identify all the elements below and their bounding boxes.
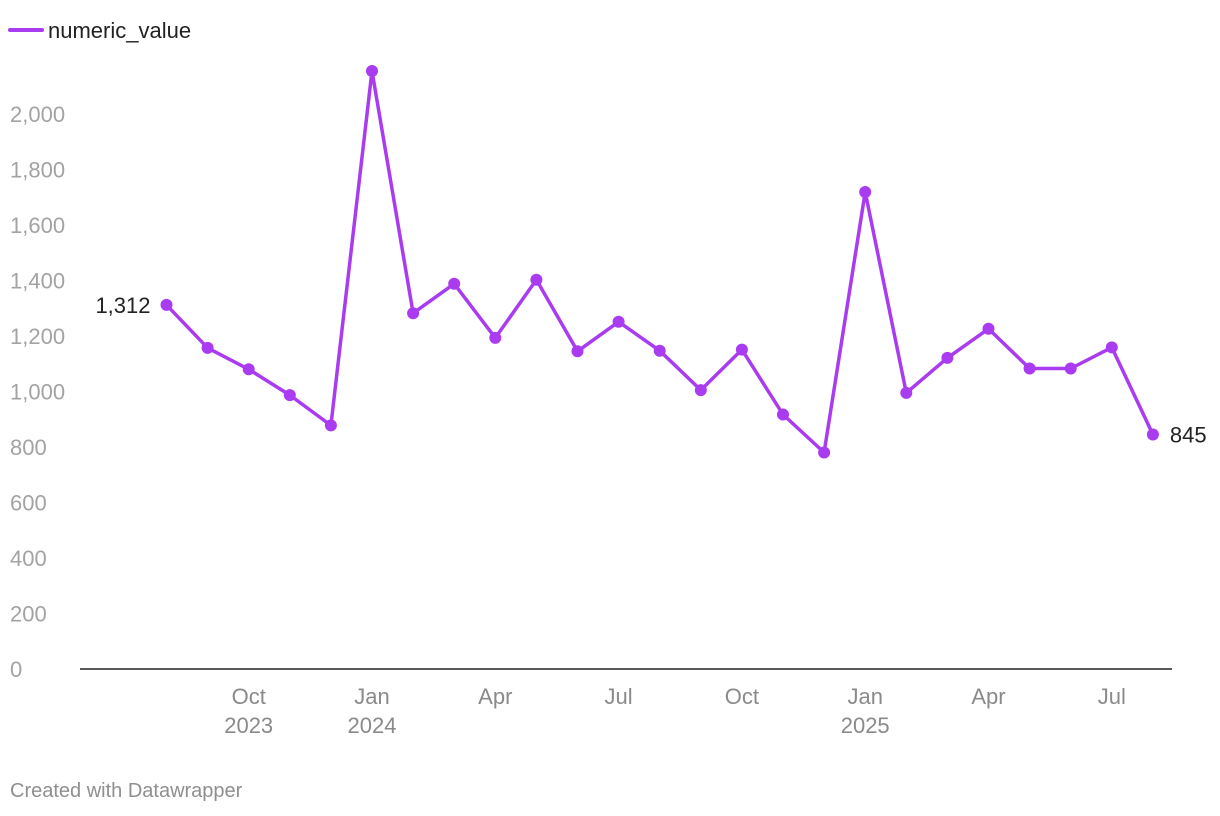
data-point bbox=[735, 343, 748, 356]
legend-label: numeric_value bbox=[48, 18, 191, 43]
data-point bbox=[1023, 362, 1036, 375]
data-point bbox=[941, 351, 954, 364]
x-tick-label: Jan bbox=[847, 684, 882, 709]
x-tick-label: Oct bbox=[725, 684, 759, 709]
y-axis: 0 200 400 600 800 1,000 1,200 1,400 1,600 1,800 2,… bbox=[10, 102, 65, 682]
x-tick-label: Jul bbox=[1098, 684, 1126, 709]
data-point bbox=[160, 298, 173, 311]
y-tick-label: 400 bbox=[10, 546, 47, 571]
data-point bbox=[530, 273, 543, 286]
data-labels: 1,312 845 bbox=[95, 293, 1206, 448]
data-point bbox=[283, 389, 296, 402]
data-point bbox=[201, 341, 214, 354]
x-axis: Oct 2023 Jan 2024 Apr Jul Oct Jan 2025 Apr Jul bbox=[224, 684, 1126, 738]
data-point bbox=[242, 363, 255, 376]
y-tick-label: 1,000 bbox=[10, 380, 65, 405]
y-tick-label: 1,600 bbox=[10, 213, 65, 238]
data-point bbox=[982, 322, 995, 335]
series-numeric-value bbox=[160, 65, 1159, 459]
data-label: 1,312 bbox=[95, 293, 150, 318]
x-tick-year-label: 2024 bbox=[348, 713, 397, 738]
x-tick-label: Oct bbox=[232, 684, 266, 709]
y-tick-label: 2,000 bbox=[10, 102, 65, 127]
data-point bbox=[489, 331, 502, 344]
y-tick-label: 200 bbox=[10, 602, 47, 627]
y-tick-label: 0 bbox=[10, 657, 22, 682]
y-tick-label: 1,200 bbox=[10, 324, 65, 349]
y-tick-label: 1,800 bbox=[10, 158, 65, 183]
data-point bbox=[900, 386, 913, 399]
x-tick-label: Apr bbox=[478, 684, 512, 709]
data-point bbox=[448, 277, 461, 290]
data-point bbox=[694, 384, 707, 397]
data-point bbox=[1105, 341, 1118, 354]
data-point bbox=[653, 344, 666, 357]
data-point bbox=[818, 446, 831, 459]
series-line bbox=[164, 69, 1155, 455]
x-tick-year-label: 2023 bbox=[224, 713, 273, 738]
x-tick-label: Jan bbox=[354, 684, 389, 709]
y-tick-label: 600 bbox=[10, 491, 47, 516]
x-tick-label: Apr bbox=[971, 684, 1005, 709]
source-note: Created with Datawrapper bbox=[10, 780, 243, 802]
data-point bbox=[859, 186, 872, 198]
x-tick-year-label: 2025 bbox=[841, 713, 890, 738]
data-point bbox=[407, 307, 420, 320]
data-point bbox=[1064, 362, 1077, 375]
legend: numeric_value bbox=[8, 18, 191, 43]
data-point bbox=[1146, 428, 1159, 441]
data-point bbox=[324, 419, 337, 432]
line-chart: numeric_value 0 200 400 600 800 1,000 1,200 1,4… bbox=[8, 18, 1207, 738]
data-point bbox=[366, 65, 378, 77]
x-tick-label: Jul bbox=[605, 684, 633, 709]
data-point bbox=[571, 345, 584, 358]
data-label: 845 bbox=[1170, 423, 1207, 448]
data-point bbox=[777, 408, 789, 421]
y-tick-label: 1,400 bbox=[10, 269, 65, 294]
data-point bbox=[612, 315, 625, 328]
y-tick-label: 800 bbox=[10, 435, 47, 460]
